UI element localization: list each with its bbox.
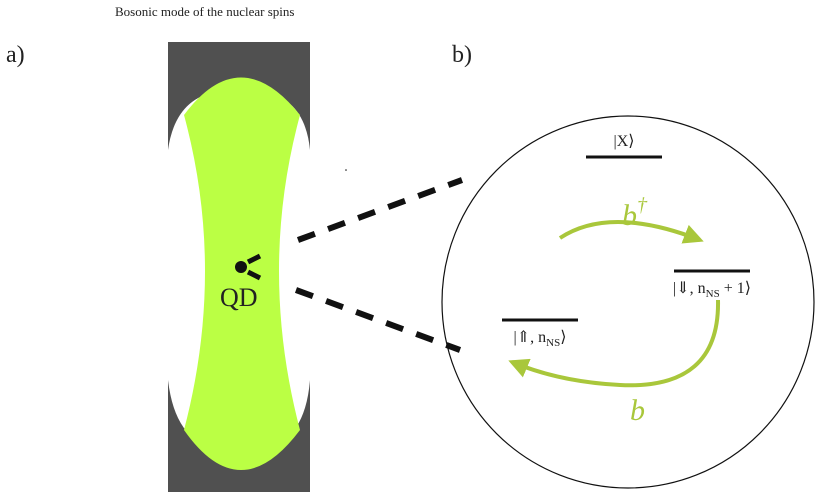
dot-label: QD bbox=[220, 283, 258, 312]
operator-label: b† bbox=[622, 194, 648, 232]
quantum-dot bbox=[235, 261, 247, 273]
zoom-circle bbox=[442, 116, 814, 488]
caption: Bosonic mode of the nuclear spins bbox=[115, 4, 294, 19]
level-label: |⇑, nNS⟩ bbox=[514, 329, 567, 349]
panel-label: a) bbox=[6, 42, 25, 68]
dot bbox=[345, 169, 347, 171]
level-label: |X⟩ bbox=[614, 133, 635, 150]
diagram: Bosonic mode of the nuclear spins a) b) … bbox=[0, 0, 815, 498]
level-label: |⇓, nNS + 1⟩ bbox=[673, 280, 751, 300]
panel-label: b) bbox=[452, 42, 472, 68]
operator-label: b bbox=[630, 394, 645, 427]
zoom-line bbox=[296, 290, 460, 350]
zoom-line bbox=[298, 180, 462, 240]
